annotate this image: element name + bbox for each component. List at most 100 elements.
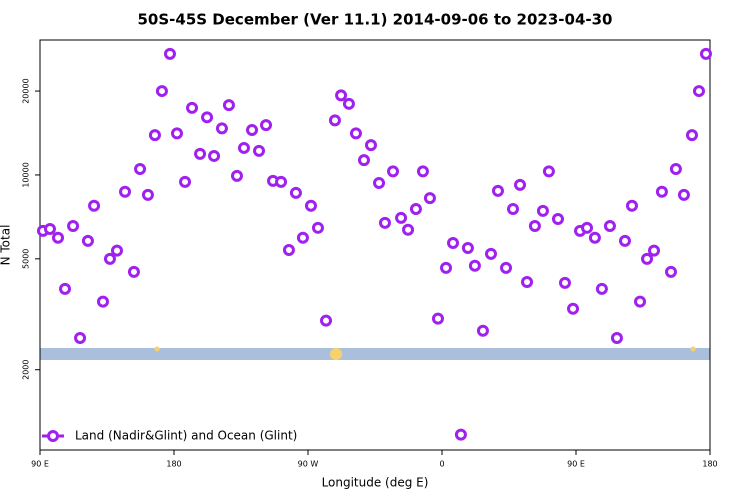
point (74, 331, 87, 344)
point (296, 231, 309, 244)
point (81, 234, 94, 247)
point (588, 231, 601, 244)
x-tick-label: 90 E (31, 460, 49, 469)
point (179, 175, 192, 188)
point (260, 119, 273, 132)
point (52, 231, 65, 244)
point (648, 244, 661, 257)
point (610, 331, 623, 344)
point (447, 236, 460, 249)
point (431, 312, 444, 325)
point (558, 276, 571, 289)
point (402, 223, 415, 236)
point (357, 154, 370, 167)
y-tick-label: 5000 (22, 249, 31, 269)
marker-dot (330, 348, 342, 360)
point (528, 219, 541, 232)
point (311, 221, 324, 234)
point (521, 275, 534, 288)
point (289, 186, 302, 199)
y-tick-label: 2000 (22, 360, 31, 380)
point (194, 147, 207, 160)
chart-title: 50S-45S December (Ver 11.1) 2014-09-06 t… (138, 11, 613, 29)
point (536, 204, 549, 217)
point (625, 199, 638, 212)
x-tick-label: 90 E (567, 460, 585, 469)
point (155, 85, 168, 98)
point (669, 163, 682, 176)
point (461, 241, 474, 254)
point (603, 219, 616, 232)
point (215, 122, 228, 135)
point (127, 265, 140, 278)
point (96, 295, 109, 308)
point (440, 261, 453, 274)
point (685, 129, 698, 142)
point (409, 202, 422, 215)
point (103, 252, 116, 265)
point (119, 185, 132, 198)
plot-frame (39, 39, 711, 451)
point (110, 244, 123, 257)
y-axis-label: N Total (0, 225, 13, 266)
point (491, 184, 504, 197)
point (170, 127, 183, 140)
point (454, 428, 467, 441)
point (43, 222, 56, 235)
point (595, 282, 608, 295)
y-tick-label: 10000 (22, 162, 31, 187)
point (373, 176, 386, 189)
point (134, 163, 147, 176)
point (141, 188, 154, 201)
point (641, 252, 654, 265)
point (364, 139, 377, 152)
point (699, 47, 712, 60)
point (634, 295, 647, 308)
marker-dot (154, 346, 160, 352)
point (387, 165, 400, 178)
point (230, 169, 243, 182)
y-tick-label: 20000 (22, 78, 31, 103)
point (282, 243, 295, 256)
strip (40, 348, 710, 360)
point (395, 211, 408, 224)
legend-marker (47, 430, 59, 442)
point (201, 111, 214, 124)
point (222, 99, 235, 112)
point (655, 185, 668, 198)
point (416, 165, 429, 178)
point (59, 282, 72, 295)
point (567, 302, 580, 315)
point (378, 216, 391, 229)
x-tick-label: 180 (166, 460, 181, 469)
point (342, 97, 355, 110)
point (542, 165, 555, 178)
point (304, 199, 317, 212)
point (514, 178, 527, 191)
point (328, 114, 341, 127)
point (186, 101, 199, 114)
marker-dot (690, 346, 696, 352)
point (148, 129, 161, 142)
point (237, 141, 250, 154)
point (423, 192, 436, 205)
x-tick-label: 0 (439, 460, 444, 469)
point (88, 199, 101, 212)
x-tick-label: 180 (702, 460, 717, 469)
point (476, 324, 489, 337)
point (484, 247, 497, 260)
point (163, 47, 176, 60)
point (208, 149, 221, 162)
point (67, 219, 80, 232)
point (551, 212, 564, 225)
point (246, 123, 259, 136)
point (275, 175, 288, 188)
point (677, 188, 690, 201)
point (664, 265, 677, 278)
point (335, 89, 348, 102)
legend-label: Land (Nadir&Glint) and Ocean (Glint) (75, 429, 297, 443)
point (253, 144, 266, 157)
point (500, 261, 513, 274)
point (320, 314, 333, 327)
point (507, 202, 520, 215)
